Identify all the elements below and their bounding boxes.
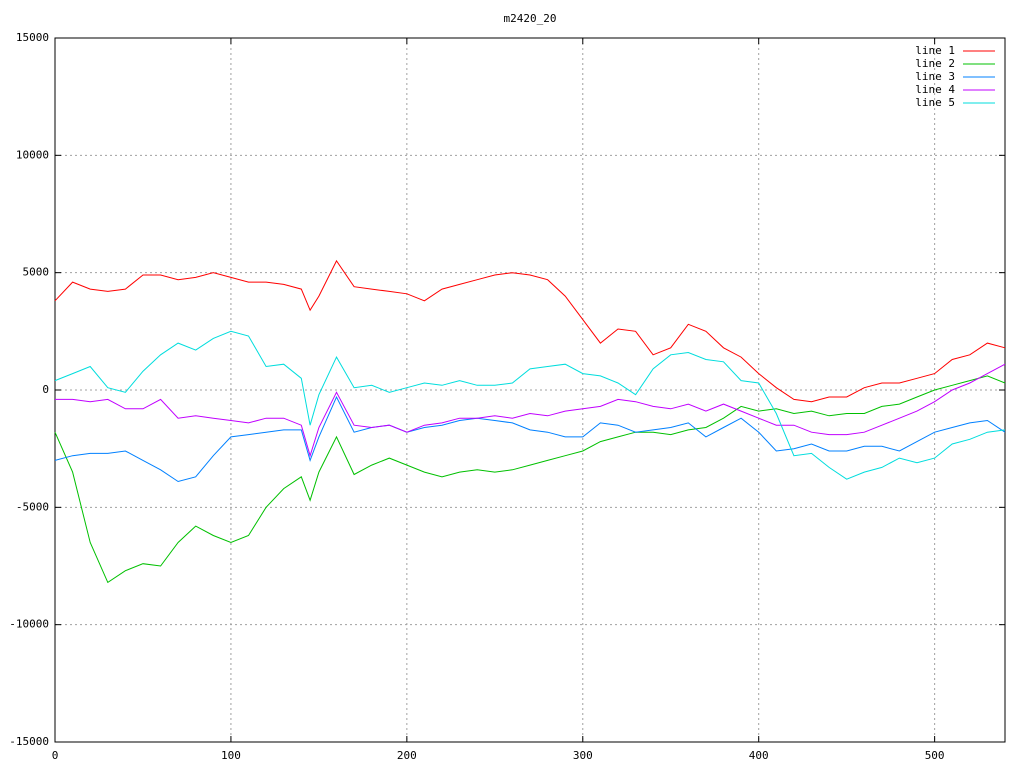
data-line [55, 363, 1006, 458]
x-tick-label: 200 [397, 749, 417, 762]
y-tick-label: -10000 [9, 618, 49, 631]
legend-label: line 1 [915, 44, 955, 57]
data-line [54, 395, 1006, 483]
data-line [54, 259, 1006, 403]
y-tick-label: 0 [42, 383, 49, 396]
data-line [54, 375, 1006, 584]
x-tick-label: 500 [925, 749, 945, 762]
y-tick-label: -15000 [9, 735, 49, 748]
plot-border [54, 37, 1006, 743]
x-tick-label: 300 [573, 749, 593, 762]
data-line [54, 330, 1006, 480]
y-tick-label: -5000 [16, 500, 49, 513]
y-tick-label: 10000 [16, 148, 49, 161]
legend-label: line 4 [915, 83, 955, 96]
chart-title: m2420_20 [504, 12, 557, 25]
y-tick-label: 15000 [16, 31, 49, 44]
x-tick-label: 400 [749, 749, 769, 762]
legend-label: line 3 [915, 70, 955, 83]
x-tick-label: 0 [52, 749, 59, 762]
x-tick-label: 100 [221, 749, 241, 762]
y-tick-label: 5000 [23, 266, 50, 279]
legend-label: line 2 [915, 57, 955, 70]
legend-label: line 5 [915, 96, 955, 109]
